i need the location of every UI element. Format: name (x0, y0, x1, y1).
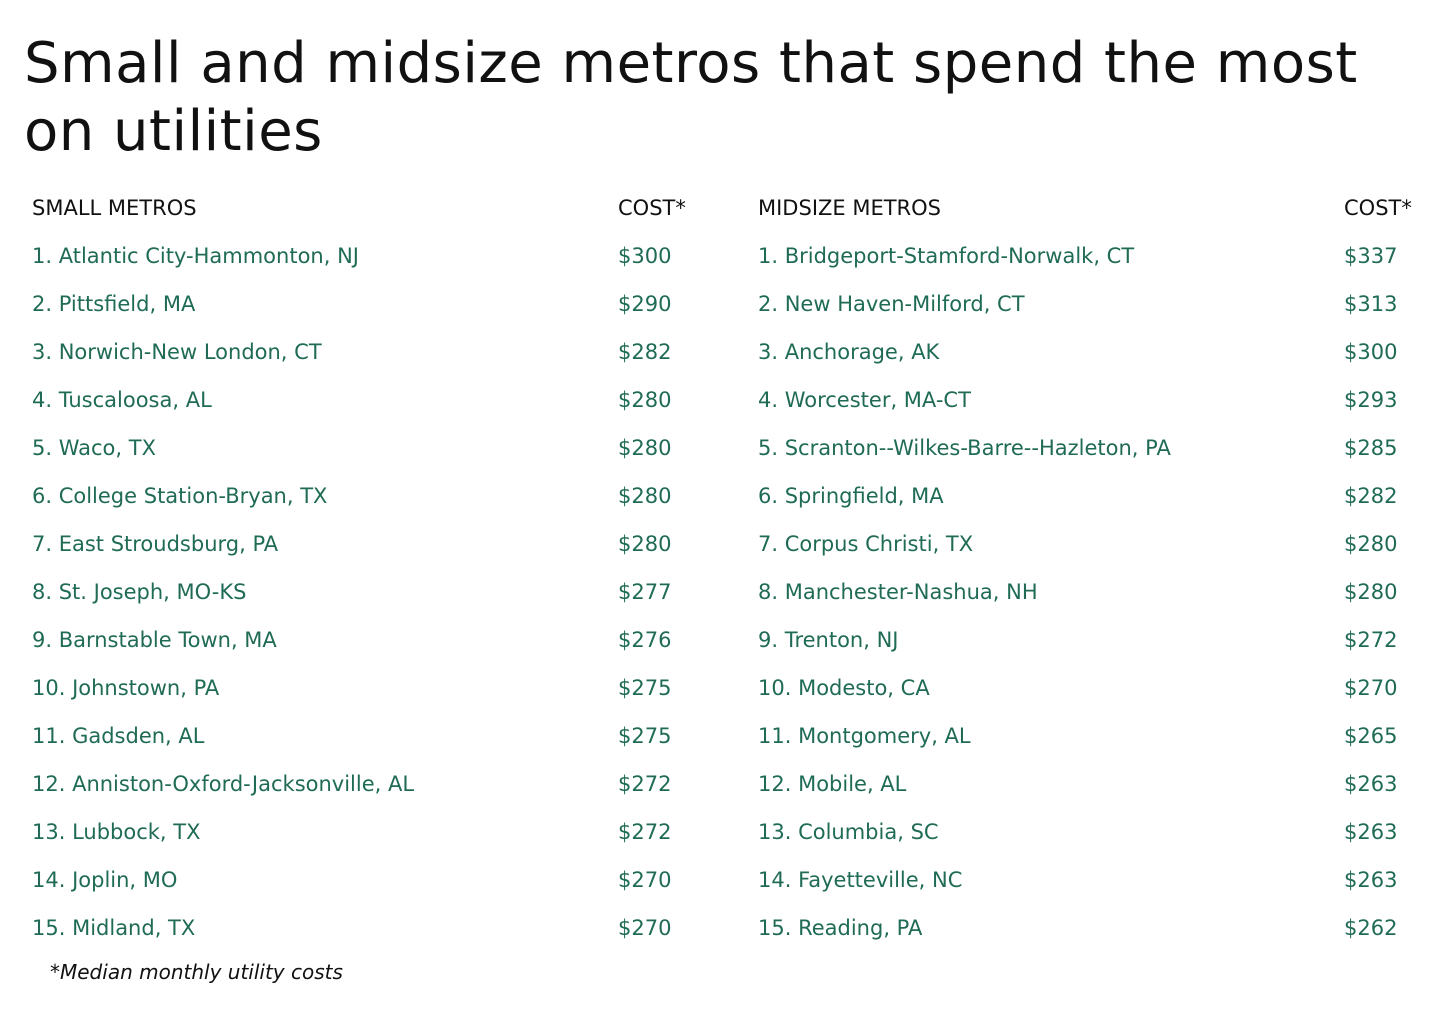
metro-cost: $337 (1344, 244, 1398, 268)
metro-name: 12. Mobile, AL (758, 772, 907, 796)
metro-name: 14. Joplin, MO (32, 868, 178, 892)
column-header-metro: SMALL METROS (32, 196, 197, 220)
metro-cost: $282 (618, 340, 672, 364)
metro-cost: $263 (1344, 820, 1398, 844)
metro-name: 1. Bridgeport-Stamford-Norwalk, CT (758, 244, 1135, 268)
metro-name: 7. Corpus Christi, TX (758, 532, 974, 556)
metro-name: 12. Anniston-Oxford-Jacksonville, AL (32, 772, 415, 796)
metro-cost: $265 (1344, 724, 1398, 748)
metro-cost: $270 (618, 916, 672, 940)
metro-name: 11. Montgomery, AL (758, 724, 971, 748)
metro-name: 1. Atlantic City-Hammonton, NJ (32, 244, 359, 268)
metro-cost: $300 (1344, 340, 1398, 364)
metro-name: 2. Pittsfield, MA (32, 292, 196, 316)
metro-cost: $262 (1344, 916, 1398, 940)
metro-cost: $280 (1344, 532, 1398, 556)
column-header-cost: COST* (1344, 196, 1412, 220)
metro-cost: $272 (1344, 628, 1398, 652)
metro-cost: $280 (618, 484, 672, 508)
metro-cost: $280 (618, 388, 672, 412)
metro-cost: $313 (1344, 292, 1398, 316)
metro-name: 5. Scranton--Wilkes-Barre--Hazleton, PA (758, 436, 1171, 460)
metro-cost: $290 (618, 292, 672, 316)
metro-cost: $270 (618, 868, 672, 892)
metro-cost: $282 (1344, 484, 1398, 508)
metro-cost: $275 (618, 676, 672, 700)
metro-cost: $276 (618, 628, 672, 652)
footnote: *Median monthly utility costs (50, 960, 343, 984)
metro-cost: $272 (618, 772, 672, 796)
metro-cost: $280 (618, 532, 672, 556)
column-header-metro: MIDSIZE METROS (758, 196, 942, 220)
metro-cost: $293 (1344, 388, 1398, 412)
metro-name: 6. Springfield, MA (758, 484, 944, 508)
metro-name: 8. Manchester-Nashua, NH (758, 580, 1038, 604)
page-title: Small and midsize metros that spend the … (24, 31, 1358, 164)
metro-cost: $277 (618, 580, 672, 604)
metro-cost: $280 (618, 436, 672, 460)
metro-name: 14. Fayetteville, NC (758, 868, 963, 892)
metro-name: 7. East Stroudsburg, PA (32, 532, 279, 556)
metro-name: 4. Tuscaloosa, AL (32, 388, 212, 412)
metro-cost: $285 (1344, 436, 1398, 460)
metro-cost: $263 (1344, 772, 1398, 796)
metro-name: 13. Lubbock, TX (32, 820, 201, 844)
metro-cost: $280 (1344, 580, 1398, 604)
metro-name: 3. Norwich-New London, CT (32, 340, 322, 364)
metro-name: 15. Reading, PA (758, 916, 923, 940)
metro-name: 3. Anchorage, AK (758, 340, 940, 364)
metro-name: 11. Gadsden, AL (32, 724, 205, 748)
metro-name: 10. Modesto, CA (758, 676, 930, 700)
metro-name: 4. Worcester, MA-CT (758, 388, 971, 412)
metro-cost: $263 (1344, 868, 1398, 892)
metro-name: 10. Johnstown, PA (32, 676, 220, 700)
metro-name: 2. New Haven-Milford, CT (758, 292, 1025, 316)
metro-cost: $272 (618, 820, 672, 844)
metro-cost: $300 (618, 244, 672, 268)
metro-name: 15. Midland, TX (32, 916, 196, 940)
metro-name: 9. Trenton, NJ (758, 628, 899, 652)
metro-name: 13. Columbia, SC (758, 820, 939, 844)
metro-name: 5. Waco, TX (32, 436, 156, 460)
column-header-cost: COST* (618, 196, 686, 220)
metro-cost: $275 (618, 724, 672, 748)
metro-cost: $270 (1344, 676, 1398, 700)
metro-name: 6. College Station-Bryan, TX (32, 484, 328, 508)
metro-name: 8. St. Joseph, MO-KS (32, 580, 247, 604)
metro-name: 9. Barnstable Town, MA (32, 628, 277, 652)
